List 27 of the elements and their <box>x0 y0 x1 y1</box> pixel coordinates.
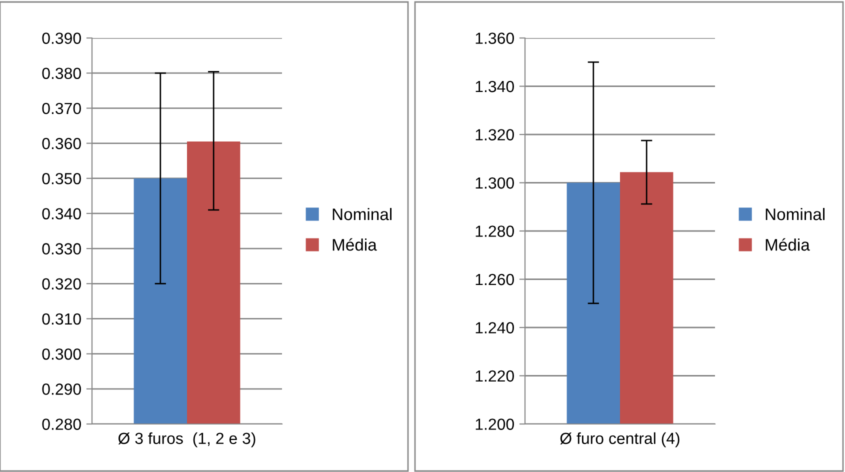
y-tick-label: 0.330 <box>42 243 81 254</box>
y-tick-label: 0.340 <box>42 208 81 220</box>
y-tick-label: 0.380 <box>42 68 81 80</box>
y-tick-label: 1.360 <box>476 32 514 44</box>
y-tick-label: 1.200 <box>476 418 514 430</box>
y-tick-label: 0.390 <box>42 32 81 44</box>
y-tick-label: 1.320 <box>476 129 514 140</box>
legend-label: Média <box>766 238 810 251</box>
y-tick-label: 0.310 <box>42 313 81 325</box>
y-tick-label: 0.280 <box>42 418 81 430</box>
y-tick-label: 0.360 <box>42 138 81 150</box>
legend-label: Nominal <box>766 208 825 220</box>
y-tick-label: 1.300 <box>476 177 514 189</box>
y-tick-label: 0.370 <box>42 102 81 114</box>
legend-label: Média <box>332 238 377 251</box>
y-tick-label: 0.300 <box>42 348 81 360</box>
y-tick-label: 1.280 <box>476 226 514 237</box>
legend-label: Nominal <box>332 208 392 220</box>
y-tick-label: 1.240 <box>476 322 514 334</box>
y-tick-label: 0.350 <box>42 173 81 184</box>
y-tick-label: 1.220 <box>476 370 514 382</box>
x-tick-label: Ø furo central (4) <box>560 432 680 448</box>
x-tick-label: Ø 3 furos (1, 2 e 3) <box>118 432 256 448</box>
y-tick-label: 1.340 <box>476 80 514 92</box>
y-tick-label: 0.320 <box>42 278 81 290</box>
y-tick-label: 0.290 <box>42 384 81 395</box>
y-tick-label: 1.260 <box>476 274 514 286</box>
